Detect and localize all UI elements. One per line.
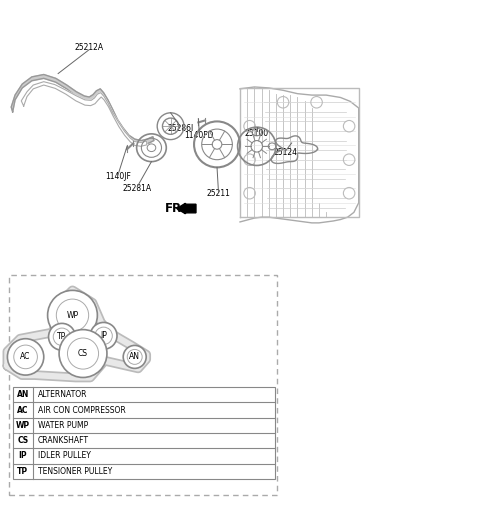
- Circle shape: [56, 299, 89, 331]
- Circle shape: [48, 323, 75, 350]
- Text: IP: IP: [18, 452, 27, 461]
- FancyArrow shape: [177, 204, 196, 214]
- Polygon shape: [21, 82, 147, 146]
- Text: ALTERNATOR: ALTERNATOR: [37, 390, 87, 399]
- Text: AN: AN: [16, 390, 29, 399]
- Text: WP: WP: [66, 311, 79, 320]
- Circle shape: [59, 330, 107, 377]
- Text: CS: CS: [17, 436, 28, 445]
- Text: AIR CON COMPRESSOR: AIR CON COMPRESSOR: [37, 405, 125, 414]
- Bar: [12, 387, 275, 479]
- Polygon shape: [11, 75, 154, 144]
- Text: TP: TP: [17, 467, 28, 476]
- Text: AC: AC: [17, 405, 28, 414]
- Circle shape: [123, 346, 146, 368]
- Text: WATER PUMP: WATER PUMP: [37, 421, 88, 430]
- Circle shape: [95, 327, 112, 344]
- Text: 25281A: 25281A: [122, 184, 152, 193]
- Text: CRANKSHAFT: CRANKSHAFT: [37, 436, 88, 445]
- Text: WP: WP: [16, 421, 30, 430]
- Text: IP: IP: [100, 331, 107, 340]
- Circle shape: [127, 349, 142, 364]
- Text: AN: AN: [129, 352, 140, 361]
- Text: 25211: 25211: [206, 189, 230, 198]
- Text: 25100: 25100: [245, 129, 269, 138]
- Circle shape: [48, 290, 97, 340]
- Text: 25286I: 25286I: [167, 124, 193, 133]
- Text: 1140FD: 1140FD: [185, 131, 214, 140]
- Circle shape: [7, 339, 44, 375]
- Circle shape: [53, 328, 71, 346]
- Text: 25124: 25124: [274, 148, 298, 157]
- Circle shape: [14, 345, 37, 369]
- Text: 1140JF: 1140JF: [105, 172, 131, 181]
- Circle shape: [90, 322, 117, 349]
- Text: CS: CS: [78, 349, 88, 358]
- Text: AC: AC: [20, 352, 31, 361]
- Text: TP: TP: [57, 332, 67, 341]
- Text: TENSIONER PULLEY: TENSIONER PULLEY: [37, 467, 112, 476]
- Text: IDLER PULLEY: IDLER PULLEY: [37, 452, 90, 461]
- Text: 25212A: 25212A: [75, 43, 104, 52]
- Bar: [9, 275, 277, 494]
- Circle shape: [68, 338, 98, 369]
- Text: FR.: FR.: [164, 202, 186, 215]
